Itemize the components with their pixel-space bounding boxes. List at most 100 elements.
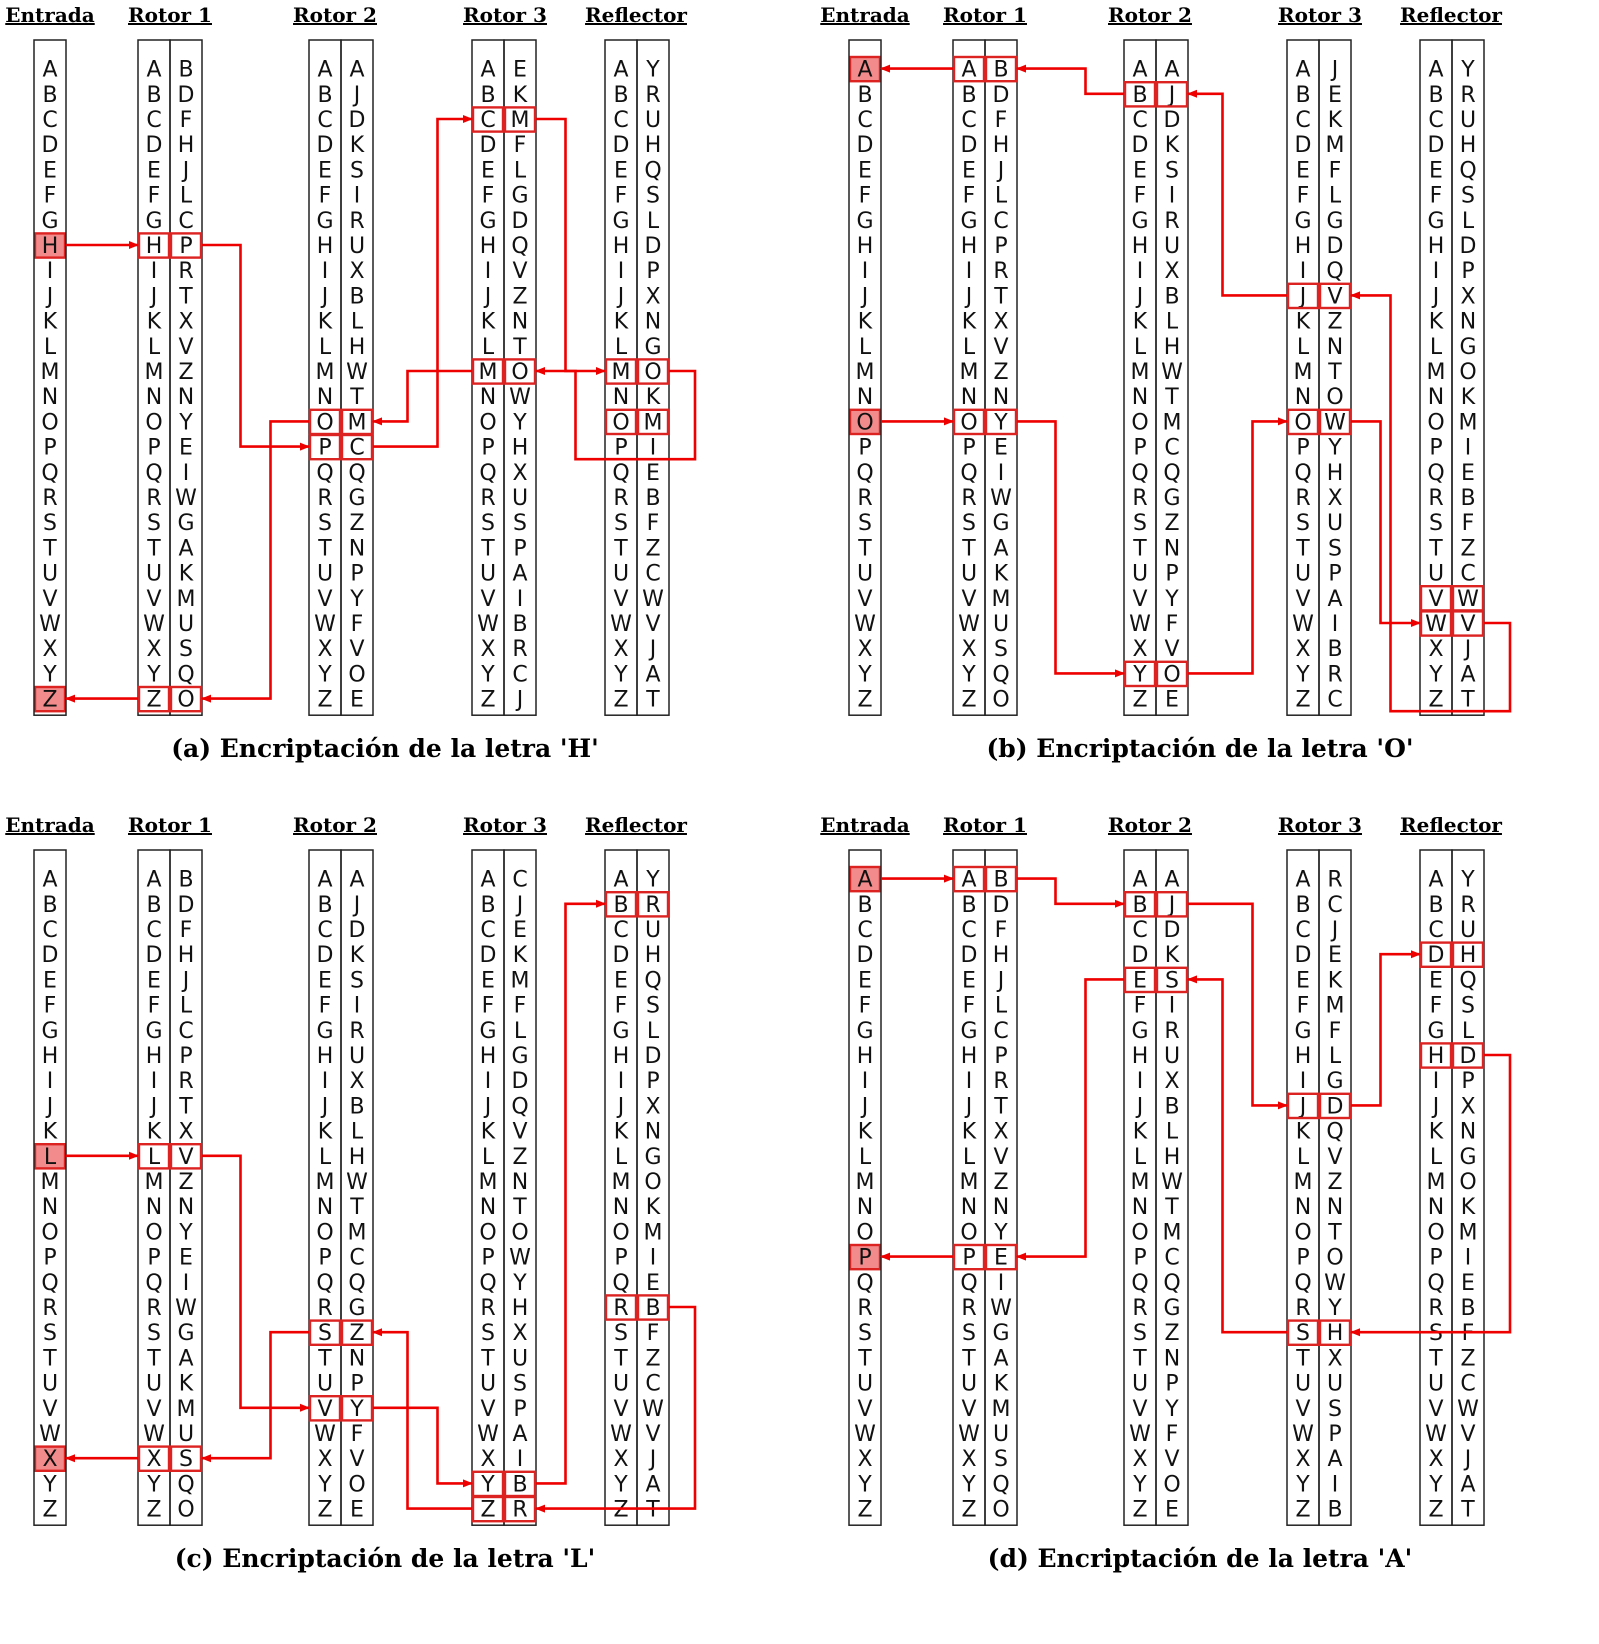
rotor3-right-letter: R bbox=[512, 1498, 527, 1523]
path-highlight-box bbox=[1451, 941, 1485, 969]
rotor3-left-letter: G bbox=[1294, 209, 1311, 234]
header-reflector: Reflector bbox=[585, 3, 687, 27]
wire-rotor2-to-rotor3 bbox=[1188, 902, 1288, 1110]
rotor3-left-letter: N bbox=[480, 385, 496, 410]
rotor3-right-letter: N bbox=[1327, 335, 1343, 360]
rotor1-right-letter: R bbox=[178, 1069, 193, 1094]
reflector-left-letter: C bbox=[1428, 108, 1443, 133]
rotor1-left-letter: D bbox=[146, 943, 163, 968]
input-letter: N bbox=[42, 1195, 58, 1220]
reflector-right-letter: Z bbox=[1460, 1346, 1475, 1371]
rotor3-right-letter: Z bbox=[512, 284, 527, 309]
rotor3-right-letter: V bbox=[1327, 284, 1342, 309]
rotor2-right-letter: I bbox=[1169, 994, 1176, 1019]
rotor1-right-letter: Y bbox=[993, 410, 1008, 435]
rotor1-right-letter: L bbox=[995, 184, 1008, 209]
reflector-left-letter: D bbox=[613, 943, 630, 968]
rotor3-left-letter: Q bbox=[1294, 1271, 1311, 1296]
rotor2-left-letter: J bbox=[320, 1094, 329, 1119]
rotor1-left-letter: H bbox=[961, 1044, 978, 1069]
rotor2-left-letter: M bbox=[1131, 360, 1150, 385]
rotor2-left-letter: Q bbox=[316, 1271, 333, 1296]
rotor2-right-letter: G bbox=[1163, 1296, 1180, 1321]
rotor3-left-letter: L bbox=[482, 1145, 495, 1170]
rotor1-left-letter: X bbox=[146, 1447, 161, 1472]
rotor3-right-letter: Z bbox=[1327, 1170, 1342, 1195]
reflector-left-letter: M bbox=[612, 360, 631, 385]
rotor3-right-column-border bbox=[1318, 849, 1352, 1526]
rotor1-right-letter: T bbox=[178, 284, 193, 309]
input-letter: G bbox=[41, 1019, 58, 1044]
rotor2-right-letter: Y bbox=[349, 587, 364, 612]
rotor3-left-letter: P bbox=[1296, 1246, 1309, 1271]
reflector-left-letter: C bbox=[613, 918, 628, 943]
reflector-left-letter: V bbox=[613, 1397, 628, 1422]
reflector-right-letter: S bbox=[646, 994, 660, 1019]
rotor3-left-letter: T bbox=[480, 536, 495, 561]
rotor2-left-letter: W bbox=[314, 1422, 336, 1447]
rotor3-right-letter: O bbox=[511, 360, 528, 385]
rotor2-right-letter: G bbox=[348, 486, 365, 511]
rotor1-left-letter: A bbox=[146, 58, 161, 83]
reflector-right-letter: X bbox=[1460, 284, 1475, 309]
rotor2-right-letter: H bbox=[1164, 335, 1181, 360]
rotor2-left-letter: Y bbox=[1132, 662, 1147, 687]
reflector-left-letter: G bbox=[612, 209, 629, 234]
rotor1-right-letter: M bbox=[177, 1397, 196, 1422]
path-highlight-box bbox=[308, 1395, 342, 1422]
rotor3-left-letter: H bbox=[480, 1044, 497, 1069]
rotor3-right-letter: S bbox=[1328, 1397, 1342, 1422]
rotor2-right-letter: H bbox=[1164, 1145, 1181, 1170]
rotor3-left-letter: G bbox=[1294, 1019, 1311, 1044]
rotor1-right-letter: E bbox=[994, 1246, 1008, 1271]
rotor2-right-letter: L bbox=[351, 1120, 364, 1145]
header-reflector: Reflector bbox=[1400, 3, 1502, 27]
reflector-right-letter: M bbox=[644, 1220, 663, 1245]
rotor1-right-letter: Q bbox=[992, 662, 1009, 687]
rotor1-right-letter: P bbox=[994, 234, 1007, 259]
rotor1-right-letter: C bbox=[178, 209, 193, 234]
rotor1-left-letter: Q bbox=[960, 1271, 977, 1296]
panel-c: Entrada Rotor 1 Rotor 2 Rotor 3 ReflectorABC… bbox=[5, 813, 697, 1573]
rotor3-right-letter: C bbox=[512, 868, 527, 893]
wire-rotor2-to-rotor3 bbox=[1188, 417, 1288, 675]
input-letter: A bbox=[857, 868, 872, 893]
input-letter: Y bbox=[857, 1472, 872, 1497]
path-highlight-box bbox=[636, 890, 670, 918]
path-highlight-box bbox=[137, 685, 171, 713]
rotor2-left-letter: X bbox=[1132, 637, 1147, 662]
rotor2-left-letter: O bbox=[316, 410, 333, 435]
rotor2-left-letter: P bbox=[1133, 436, 1146, 461]
rotor1-left-letter: J bbox=[964, 1094, 973, 1119]
rotor1-left-letter: P bbox=[147, 1246, 160, 1271]
rotor1-right-letter: I bbox=[998, 1271, 1005, 1296]
header-rotor2: Rotor 2 bbox=[1108, 813, 1192, 837]
reflector-right-letter: S bbox=[646, 184, 660, 209]
output-letter-highlight bbox=[848, 55, 882, 83]
rotor1-left-letter: U bbox=[146, 1372, 162, 1397]
header-rotor2: Rotor 2 bbox=[293, 813, 377, 837]
rotor1-right-letter: S bbox=[179, 637, 193, 662]
input-letter: M bbox=[41, 360, 60, 385]
rotor2-right-letter: C bbox=[349, 436, 364, 461]
rotor1-right-letter: B bbox=[993, 58, 1008, 83]
rotor1-right-letter: O bbox=[177, 688, 194, 713]
input-letter: E bbox=[43, 968, 57, 993]
rotor3-right-letter: E bbox=[513, 58, 527, 83]
rotor2-right-letter: E bbox=[1165, 1498, 1179, 1523]
rotor1-right-letter: W bbox=[175, 486, 197, 511]
rotor1-left-letter: P bbox=[147, 436, 160, 461]
input-letter: Z bbox=[42, 1498, 57, 1523]
rotor2-left-letter: J bbox=[1135, 1094, 1144, 1119]
rotor1-left-letter: Y bbox=[961, 1472, 976, 1497]
rotor2-right-letter: B bbox=[1164, 1094, 1179, 1119]
rotor3-right-letter: G bbox=[511, 1044, 528, 1069]
reflector-left-letter: E bbox=[614, 968, 628, 993]
header-reflector: Reflector bbox=[585, 813, 687, 837]
input-letter: K bbox=[858, 1120, 873, 1145]
rotor2-right-letter: O bbox=[1163, 662, 1180, 687]
rotor3-left-letter: R bbox=[1295, 1296, 1310, 1321]
